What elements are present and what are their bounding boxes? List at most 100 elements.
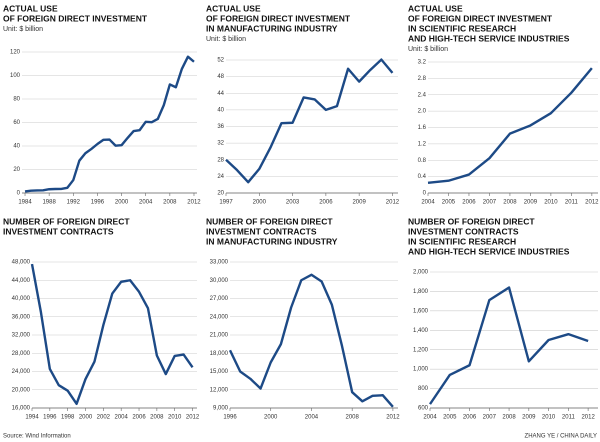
y-tick-label: 30,000 bbox=[210, 278, 229, 284]
x-tick-label: 2008 bbox=[163, 200, 177, 206]
x-tick-label: 2004 bbox=[139, 200, 153, 206]
x-tick-label: 2004 bbox=[115, 415, 129, 421]
x-tick-label: 1996 bbox=[91, 200, 105, 206]
y-tick-label: 9,000 bbox=[213, 406, 229, 412]
x-tick-label: 2000 bbox=[264, 415, 278, 421]
x-tick-label: 2008 bbox=[503, 200, 517, 206]
chart-title: AND HIGH-TECH SERVICE INDUSTRIES bbox=[408, 33, 570, 43]
x-tick-label: 2008 bbox=[502, 415, 516, 421]
y-tick-label: 20 bbox=[13, 167, 20, 173]
x-tick-label: 2012 bbox=[186, 415, 200, 421]
chart-subtitle: Unit: $ billion bbox=[206, 36, 246, 43]
y-tick-label: 1,600 bbox=[413, 308, 429, 314]
x-tick-label: 1997 bbox=[219, 200, 233, 206]
x-tick-label: 2003 bbox=[286, 200, 300, 206]
x-tick-label: 2009 bbox=[352, 200, 366, 206]
x-tick-label: 1996 bbox=[223, 415, 237, 421]
data-line bbox=[427, 67, 593, 184]
chart-title: NUMBER OF FOREIGN DIRECT bbox=[206, 216, 333, 226]
chart-title: IN SCIENTIFIC RESEARCH bbox=[408, 236, 516, 246]
data-line bbox=[228, 273, 394, 408]
x-tick-label: 2010 bbox=[542, 415, 556, 421]
x-tick-label: 2010 bbox=[544, 200, 558, 206]
y-tick-label: 40 bbox=[217, 107, 224, 113]
y-tick-label: 16,000 bbox=[12, 406, 31, 412]
y-tick-label: 52 bbox=[217, 58, 224, 64]
y-tick-label: 20,000 bbox=[12, 387, 31, 393]
chart-title: IN MANUFACTURING INDUSTRY bbox=[206, 236, 338, 246]
y-tick-label: 80 bbox=[13, 97, 20, 103]
x-tick-label: 2005 bbox=[443, 415, 457, 421]
y-tick-label: 0.4 bbox=[418, 174, 427, 180]
credit: ZHANG YE / CHINA DAILY bbox=[525, 434, 597, 440]
x-tick-label: 2009 bbox=[522, 415, 536, 421]
source: Source: Wind Information bbox=[3, 434, 71, 440]
x-tick-label: 2002 bbox=[97, 415, 111, 421]
y-tick-label: 24 bbox=[217, 174, 224, 180]
chart-title: ACTUAL USE bbox=[206, 3, 261, 13]
chart-title: NUMBER OF FOREIGN DIRECT bbox=[3, 216, 130, 226]
x-tick-label: 2012 bbox=[585, 200, 599, 206]
y-tick-label: 600 bbox=[418, 406, 429, 412]
data-line bbox=[225, 58, 394, 184]
x-tick-label: 2000 bbox=[79, 415, 93, 421]
chart-title: OF FOREIGN DIRECT INVESTMENT bbox=[206, 13, 351, 23]
x-tick-label: 2005 bbox=[442, 200, 456, 206]
data-line bbox=[24, 55, 195, 193]
y-tick-label: 120 bbox=[10, 50, 21, 56]
y-tick-label: 2.8 bbox=[418, 76, 427, 82]
x-tick-label: 1998 bbox=[61, 415, 75, 421]
y-tick-label: 36,000 bbox=[12, 314, 31, 320]
y-tick-label: 2,000 bbox=[413, 270, 429, 276]
x-tick-label: 1994 bbox=[25, 415, 39, 421]
y-tick-label: 28,000 bbox=[12, 351, 31, 357]
chart-title: INVESTMENT CONTRACTS bbox=[206, 226, 317, 236]
x-tick-label: 2012 bbox=[187, 200, 201, 206]
y-tick-label: 21,000 bbox=[210, 333, 229, 339]
x-tick-label: 1992 bbox=[67, 200, 81, 206]
y-tick-label: 1,200 bbox=[413, 347, 429, 353]
y-tick-label: 60 bbox=[13, 120, 20, 126]
y-tick-label: 48 bbox=[217, 74, 224, 80]
data-line bbox=[429, 286, 589, 405]
x-tick-label: 2011 bbox=[565, 200, 579, 206]
x-tick-label: 2004 bbox=[423, 415, 437, 421]
x-tick-label: 2012 bbox=[386, 415, 400, 421]
x-tick-label: 2008 bbox=[346, 415, 360, 421]
x-tick-label: 2008 bbox=[150, 415, 164, 421]
y-tick-label: 18,000 bbox=[210, 351, 229, 357]
x-tick-label: 2007 bbox=[483, 415, 497, 421]
x-tick-label: 2010 bbox=[168, 415, 182, 421]
y-tick-label: 36 bbox=[217, 124, 224, 130]
x-tick-label: 2012 bbox=[386, 200, 400, 206]
y-tick-label: 44 bbox=[217, 91, 224, 97]
y-tick-label: 12,000 bbox=[210, 387, 229, 393]
y-tick-label: 15,000 bbox=[210, 369, 229, 375]
data-line bbox=[30, 263, 194, 406]
chart-title: INVESTMENT CONTRACTS bbox=[3, 226, 114, 236]
x-tick-label: 2012 bbox=[581, 415, 595, 421]
y-tick-label: 1,000 bbox=[413, 367, 429, 373]
x-tick-label: 1988 bbox=[42, 200, 56, 206]
chart-title: NUMBER OF FOREIGN DIRECT bbox=[408, 216, 535, 226]
x-tick-label: 2000 bbox=[253, 200, 267, 206]
chart-subtitle: Unit: $ billion bbox=[408, 46, 448, 53]
x-tick-label: 2006 bbox=[319, 200, 333, 206]
y-tick-label: 33,000 bbox=[210, 260, 229, 266]
y-tick-label: 3.2 bbox=[418, 60, 427, 66]
y-tick-label: 27,000 bbox=[210, 296, 229, 302]
y-tick-label: 800 bbox=[418, 386, 429, 392]
y-tick-label: 100 bbox=[10, 73, 21, 79]
y-tick-label: 44,000 bbox=[12, 278, 31, 284]
x-tick-label: 1984 bbox=[18, 200, 32, 206]
x-tick-label: 2006 bbox=[462, 200, 476, 206]
y-tick-label: 24,000 bbox=[12, 369, 31, 375]
y-tick-label: 2.0 bbox=[418, 109, 427, 115]
y-tick-label: 28 bbox=[217, 157, 224, 163]
x-tick-label: 2011 bbox=[562, 415, 576, 421]
y-tick-label: 0 bbox=[423, 191, 427, 197]
chart-title: ACTUAL USE bbox=[3, 3, 58, 13]
y-tick-label: 32 bbox=[217, 141, 224, 147]
y-tick-label: 2.4 bbox=[418, 92, 427, 98]
